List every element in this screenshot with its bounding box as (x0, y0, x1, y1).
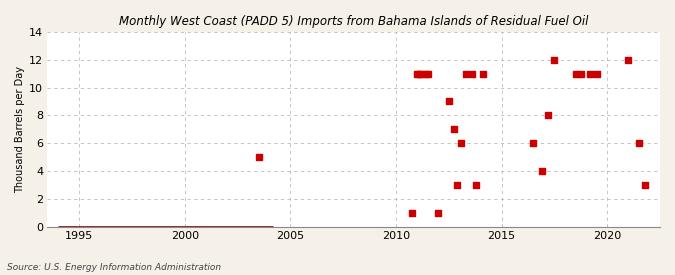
Point (477, 72, 488, 76)
Point (528, 141, 539, 145)
Point (423, 72, 433, 76)
Point (460, 72, 471, 76)
Title: Monthly West Coast (PADD 5) Imports from Bahama Islands of Residual Fuel Oil: Monthly West Coast (PADD 5) Imports from… (119, 15, 589, 28)
Point (456, 141, 467, 145)
Point (406, 210, 417, 215)
Point (253, 155, 264, 159)
Point (543, 113, 554, 117)
Point (640, 183, 651, 187)
Point (412, 72, 423, 76)
Point (471, 183, 482, 187)
Point (623, 57, 634, 62)
Point (420, 72, 431, 76)
Point (466, 72, 477, 76)
Point (416, 72, 427, 76)
Point (414, 72, 425, 76)
Point (549, 57, 560, 62)
Y-axis label: Thousand Barrels per Day: Thousand Barrels per Day (15, 66, 25, 193)
Point (633, 141, 644, 145)
Point (433, 210, 443, 215)
Text: Source: U.S. Energy Information Administration: Source: U.S. Energy Information Administ… (7, 263, 221, 272)
Point (443, 99, 454, 104)
Point (585, 72, 596, 76)
Point (575, 72, 586, 76)
Point (537, 169, 547, 173)
Point (570, 72, 581, 76)
Point (452, 183, 462, 187)
Point (591, 72, 602, 76)
Point (449, 127, 460, 131)
